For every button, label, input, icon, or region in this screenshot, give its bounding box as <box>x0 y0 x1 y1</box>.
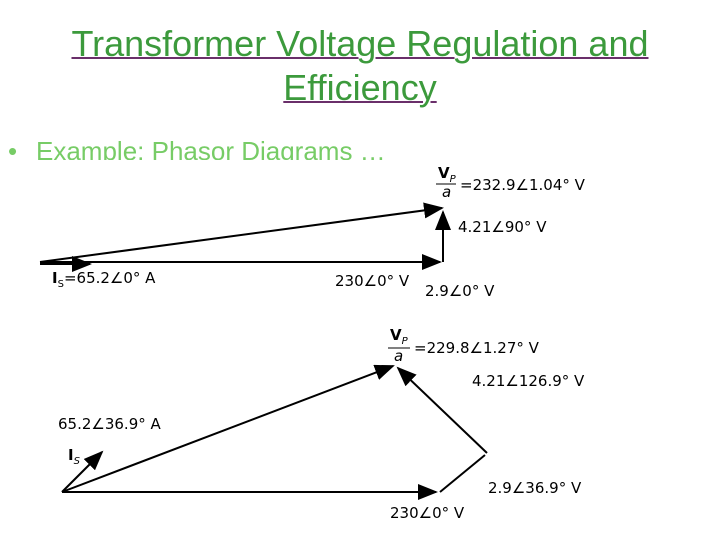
current-label: IS=65.2∠0° A <box>52 269 156 290</box>
slide-title: Transformer Voltage Regulation and Effic… <box>71 23 649 108</box>
top-diagram: VP a =232.9∠1.04° V 4.21∠90° V IS=65.2∠0… <box>39 164 586 300</box>
bullet: • Example: Phasor Diagrams … <box>8 132 386 162</box>
primary-voltage-phasor <box>39 202 444 263</box>
reactive-drop-label: 4.21∠90° V <box>458 218 547 236</box>
primary-voltage-phasor <box>61 364 395 493</box>
current-label: IS <box>68 446 81 467</box>
reactive-drop-label: 4.21∠126.9° V <box>472 372 585 390</box>
vp-value: =229.8∠1.27° V <box>414 339 540 357</box>
reactive-drop-phasor <box>396 366 488 454</box>
vp-denominator: a <box>394 347 403 365</box>
vp-value: =232.9∠1.04° V <box>460 176 586 194</box>
top-panel <box>30 160 560 300</box>
bottom-diagram: VP a =229.8∠1.27° V 4.21∠126.9° V 65.2∠3… <box>58 326 585 522</box>
secondary-voltage-label: 230∠0° V <box>335 272 410 290</box>
resistive-drop-label: 2.9∠0° V <box>425 282 495 300</box>
vp-denominator: a <box>442 183 451 201</box>
resistive-drop-phasor <box>439 454 486 493</box>
bullet-text: Example: Phasor Diagrams … <box>36 136 386 162</box>
secondary-voltage-label: 230∠0° V <box>390 504 465 522</box>
vp-label: VP <box>438 164 457 185</box>
resistive-drop-label: 2.9∠36.9° V <box>488 479 582 497</box>
current-phasor <box>61 450 104 493</box>
vp-label: VP <box>390 326 409 347</box>
current-value-label: 65.2∠36.9° A <box>58 415 162 433</box>
